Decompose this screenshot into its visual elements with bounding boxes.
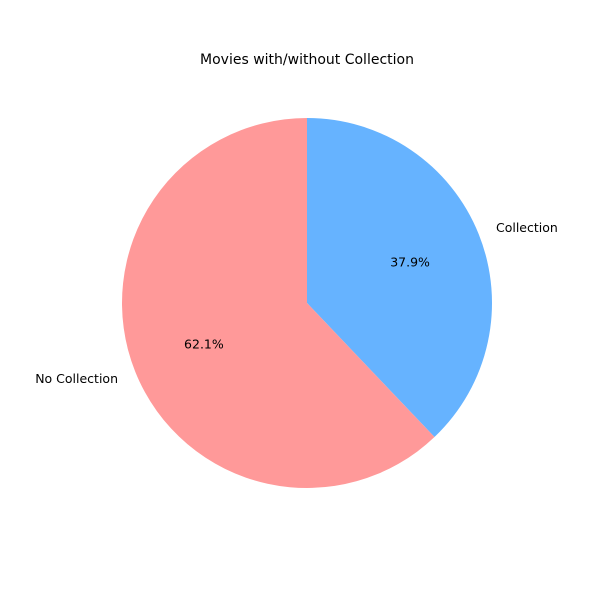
pie-labels: Collection 37.9% No Collection 62.1% bbox=[35, 220, 558, 386]
slice-label-no-collection: No Collection bbox=[35, 371, 118, 386]
pie-slices bbox=[122, 118, 493, 488]
pct-label-collection: 37.9% bbox=[390, 254, 430, 269]
pie-slice-collection bbox=[307, 118, 493, 438]
slice-label-collection: Collection bbox=[496, 220, 558, 235]
chart-title: Movies with/without Collection bbox=[200, 52, 414, 68]
pct-label-no-collection: 62.1% bbox=[184, 337, 224, 352]
pie-slice-no-collection bbox=[122, 118, 435, 488]
